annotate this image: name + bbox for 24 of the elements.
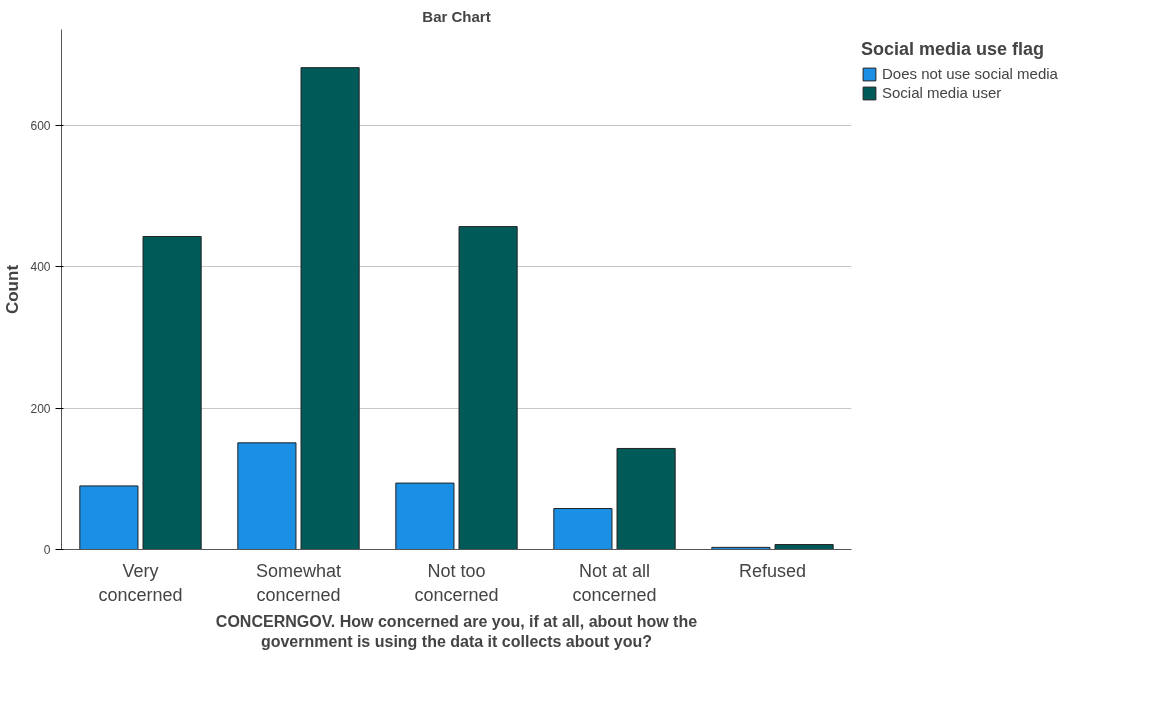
x-tick-label: Not at all concerned	[572, 560, 657, 605]
y-tick-label: 0	[43, 543, 51, 557]
bar	[774, 544, 834, 550]
bar	[616, 447, 676, 550]
y-tick-label: 200	[30, 401, 51, 416]
y-tick-label: 600	[30, 119, 51, 134]
x-axis-title: CONCERNGOV. How concerned are you, if at all, about how the government is using the data it collects about you?	[215, 612, 698, 650]
bar	[395, 482, 455, 550]
x-tick-label: Very concerned	[98, 560, 183, 605]
x-tick-label: Somewhat concerned	[255, 560, 342, 605]
legend-title: Social media use flag	[861, 39, 1046, 60]
bar	[553, 508, 613, 550]
legend-label: Does not use social media	[882, 65, 1058, 82]
bar	[142, 236, 202, 550]
chart-title: Bar Chart	[422, 7, 491, 25]
bar	[458, 226, 518, 550]
bar	[79, 485, 139, 550]
y-axis-title: Count	[3, 264, 23, 315]
legend-label: Social media user	[882, 84, 1002, 101]
x-tick-label: Not too concerned	[414, 560, 499, 605]
bar	[237, 442, 297, 550]
bar	[300, 67, 360, 550]
x-tick-label: Refused	[738, 560, 807, 581]
y-tick-label: 400	[30, 260, 51, 275]
